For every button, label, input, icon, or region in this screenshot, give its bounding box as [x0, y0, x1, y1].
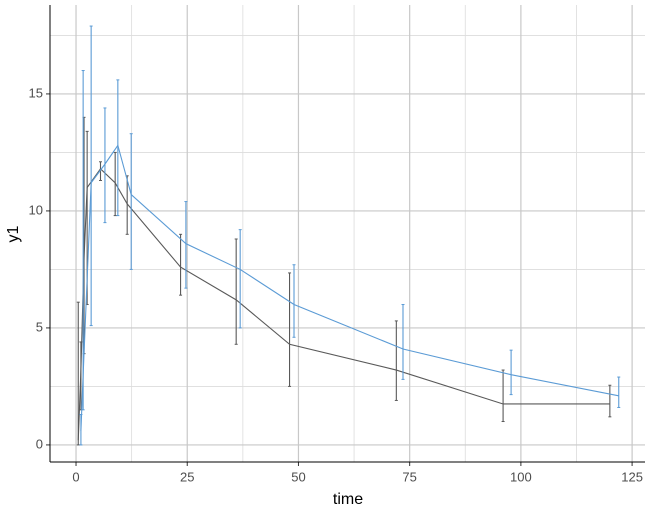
y-tick-label: 0: [36, 436, 43, 451]
x-tick-label: 50: [291, 469, 305, 484]
x-axis-title: time: [333, 491, 363, 508]
y-tick-label: 10: [29, 202, 43, 217]
x-tick-label: 25: [180, 469, 194, 484]
y-tick-label: 5: [36, 319, 43, 334]
x-tick-label: 0: [72, 469, 79, 484]
x-tick-label: 75: [402, 469, 416, 484]
x-tick-label: 100: [510, 469, 532, 484]
x-tick-label: 125: [621, 469, 643, 484]
series-line: [77, 167, 610, 441]
series-line: [80, 144, 619, 431]
y-axis-title: y1: [5, 225, 22, 242]
y-tick-label: 15: [29, 85, 43, 100]
